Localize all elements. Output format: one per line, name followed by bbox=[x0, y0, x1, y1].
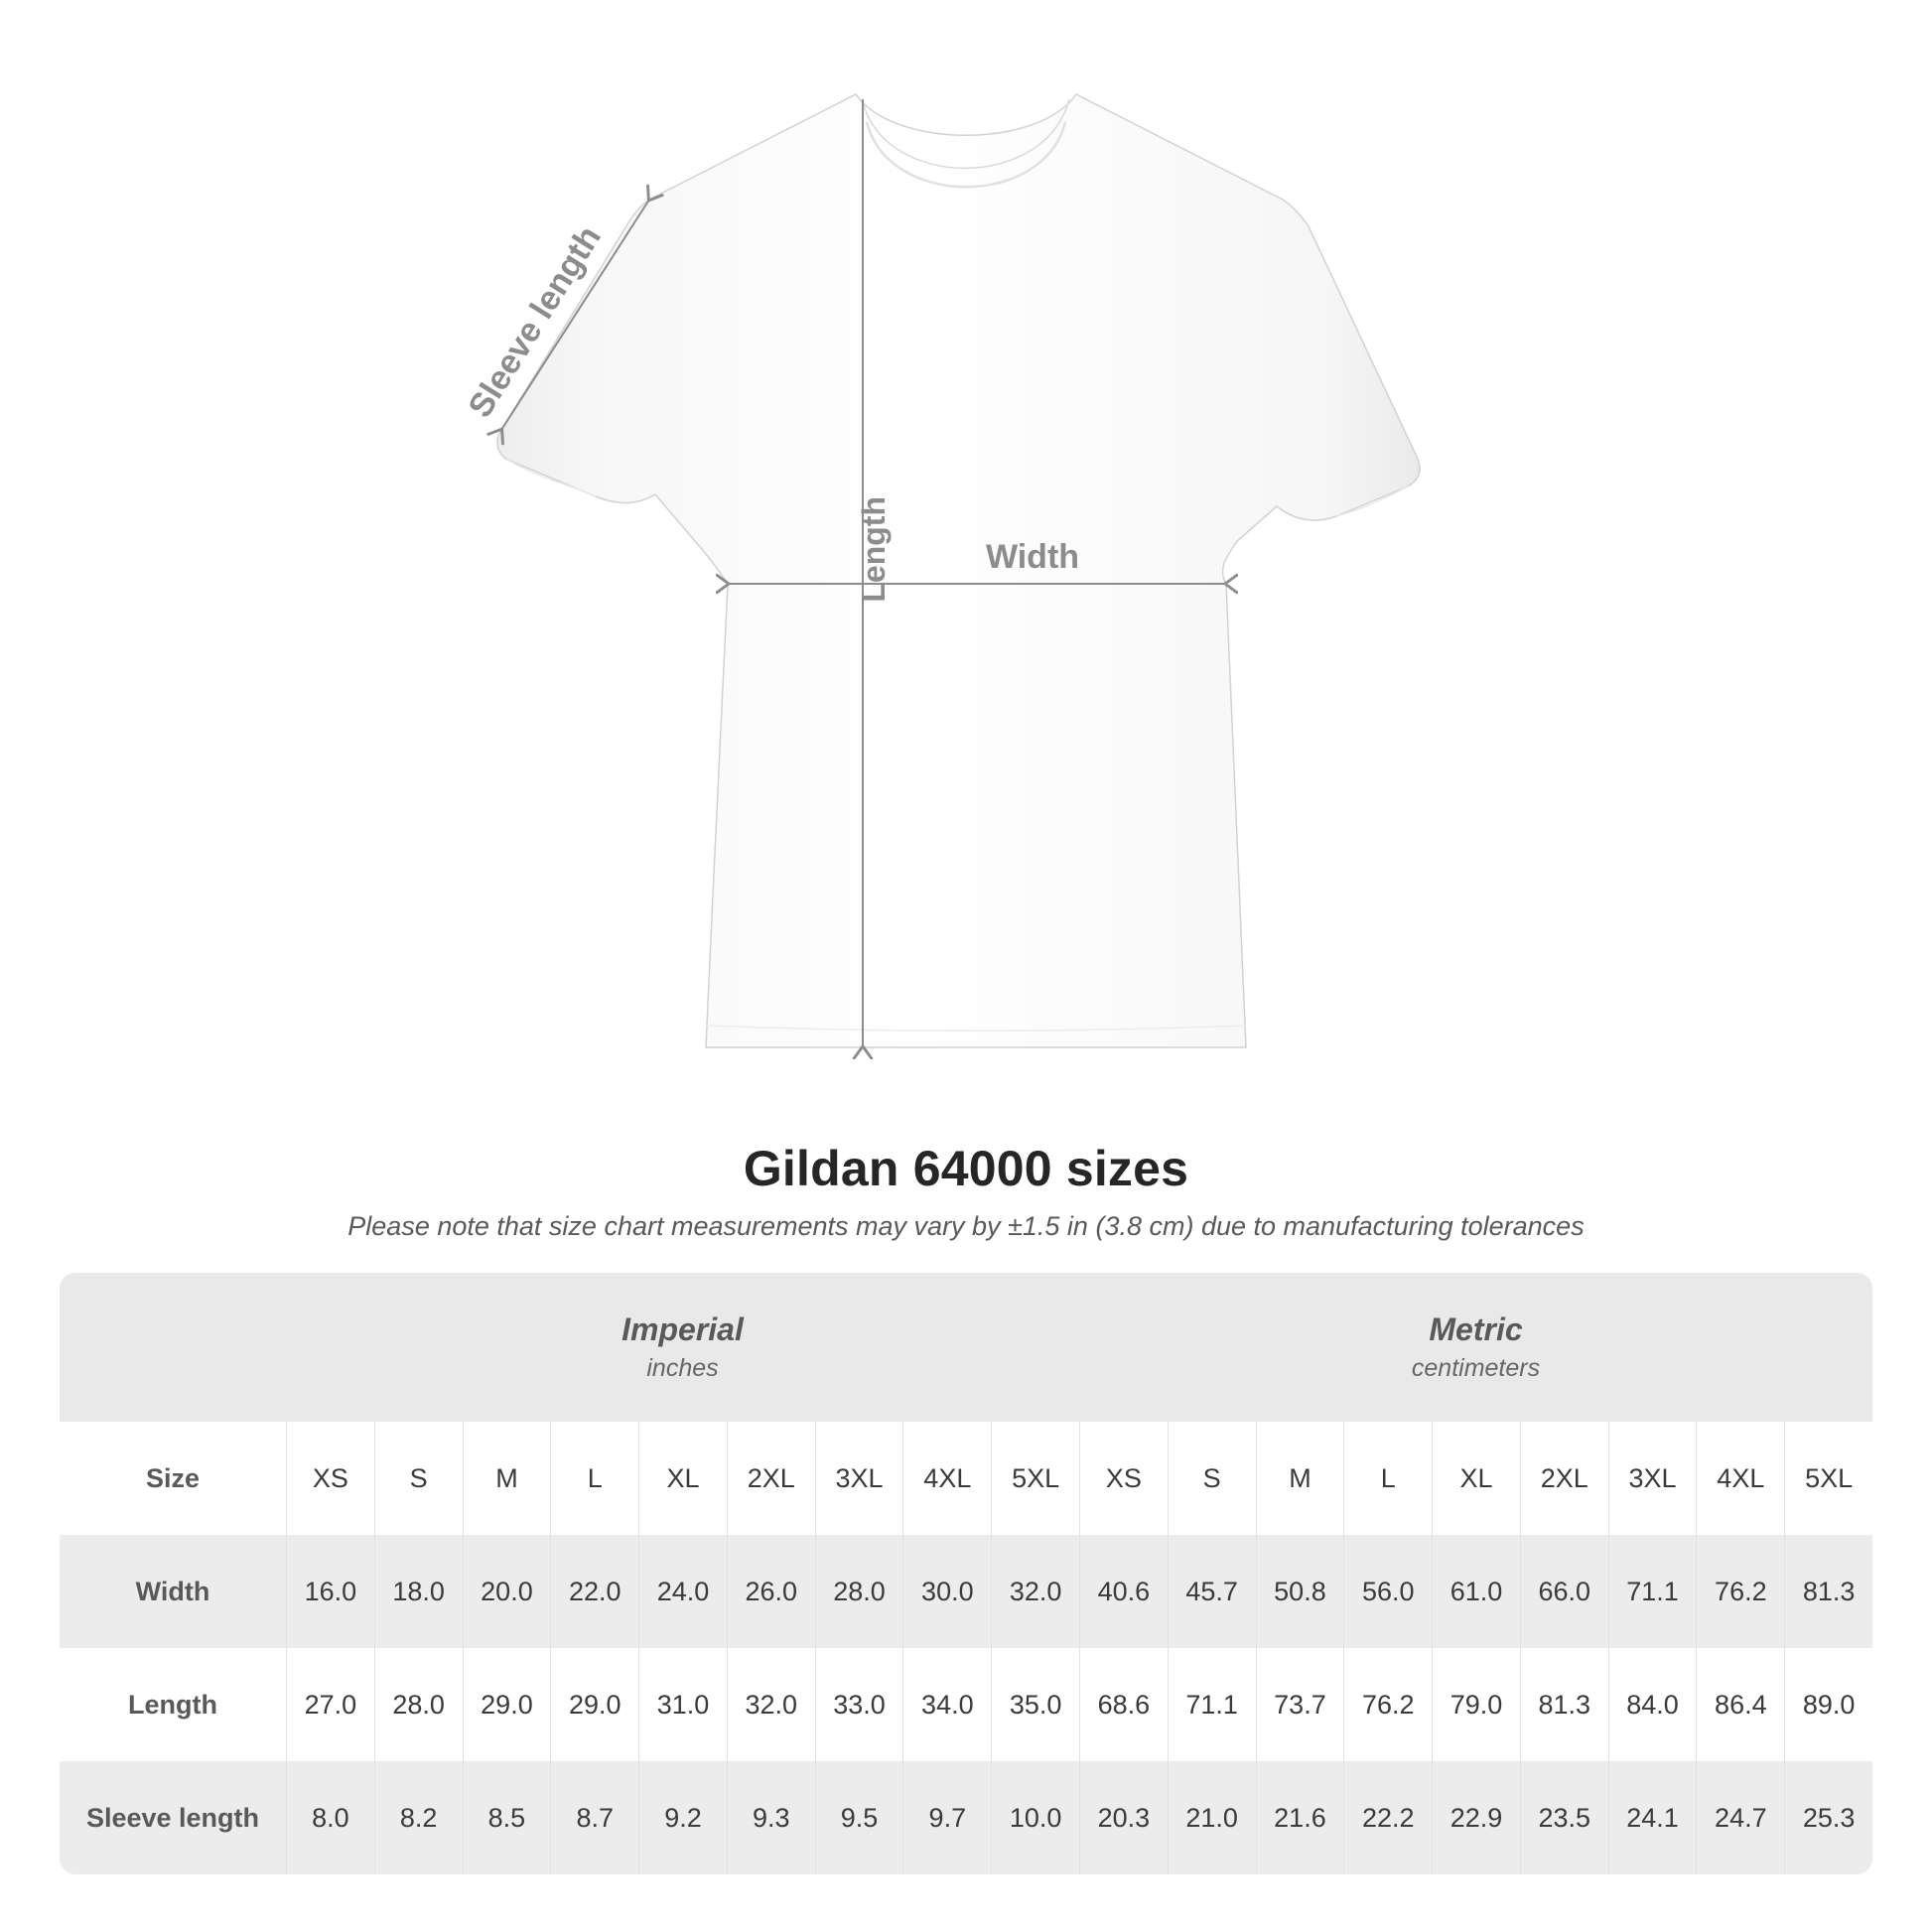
svg-text:Length: Length bbox=[856, 496, 892, 603]
svg-text:Width: Width bbox=[986, 538, 1079, 576]
